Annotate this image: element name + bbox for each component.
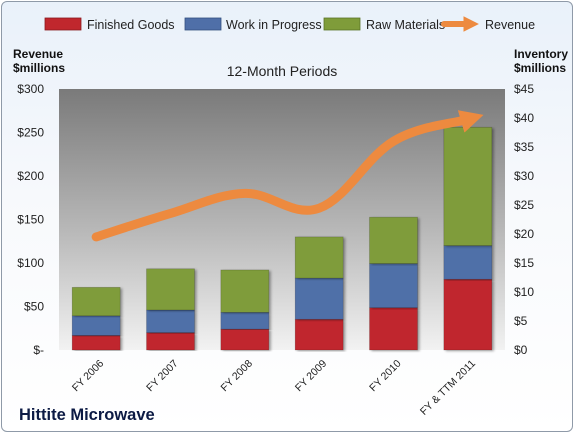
- bar-work-in-progress: [71, 315, 121, 336]
- left-tick-label: $100: [17, 256, 44, 270]
- category-label: FY & TTM 2011: [418, 358, 478, 418]
- left-tick-label: $150: [17, 213, 44, 227]
- left-axis-title-line2: $millions: [13, 61, 65, 75]
- bar-raw-materials: [294, 236, 344, 279]
- bar-raw-materials: [220, 269, 270, 313]
- legend-item-finished-goods: Finished Goods: [44, 17, 175, 32]
- legend-swatch-raw-materials: [323, 17, 361, 31]
- legend-label-raw-materials: Raw Materials: [366, 18, 445, 32]
- legend-item-revenue: Revenue: [441, 16, 535, 32]
- bar-work-in-progress: [443, 245, 493, 280]
- left-axis-ticks: $- $50 $100 $150 $200 $250 $300: [17, 82, 44, 357]
- category-label: FY 2010: [367, 358, 404, 395]
- company-name: Hittite Microwave: [19, 406, 155, 424]
- category-label: FY 2006: [70, 358, 107, 395]
- left-tick-label: $300: [17, 82, 44, 96]
- right-tick-label: $35: [514, 140, 534, 154]
- right-tick-label: $40: [514, 111, 534, 125]
- chart-title: 12-Month Periods: [227, 63, 338, 79]
- bar-finished-goods: [71, 335, 121, 351]
- bar-finished-goods: [294, 318, 344, 351]
- right-tick-label: $10: [514, 285, 534, 299]
- legend-swatch-work-in-progress: [184, 17, 222, 31]
- revenue-line: [91, 110, 484, 242]
- right-tick-label: $15: [514, 256, 534, 270]
- right-tick-label: $25: [514, 198, 534, 212]
- bar-raw-materials: [443, 126, 493, 246]
- right-axis-title-line2: $millions: [514, 61, 566, 75]
- legend-label-work-in-progress: Work in Progress: [226, 18, 322, 32]
- right-tick-label: $20: [514, 227, 534, 241]
- bar-work-in-progress: [294, 277, 344, 320]
- right-axis-ticks: $0 $5 $10 $15 $20 $25 $30 $35 $40 $45: [514, 82, 534, 357]
- bar-finished-goods: [146, 332, 195, 351]
- left-tick-label: $250: [17, 126, 44, 140]
- bars: [71, 126, 493, 351]
- plot-area: [59, 89, 505, 350]
- legend-item-raw-materials: Raw Materials: [323, 17, 445, 32]
- legend-swatch-finished-goods: [44, 17, 82, 31]
- bar-finished-goods: [220, 328, 270, 351]
- bar-raw-materials: [71, 287, 121, 317]
- legend-item-work-in-progress: Work in Progress: [184, 17, 322, 32]
- legend: Finished Goods Work in Progress Raw Mate…: [44, 16, 535, 32]
- left-axis-title-line1: Revenue: [13, 47, 63, 61]
- left-tick-label: $50: [24, 300, 44, 314]
- left-tick-label: $200: [17, 169, 44, 183]
- bar-raw-materials: [369, 216, 418, 264]
- bar-work-in-progress: [146, 309, 195, 333]
- bar-work-in-progress: [369, 263, 418, 308]
- category-label: FY 2007: [144, 358, 181, 395]
- right-axis-title-line1: Inventory: [514, 47, 568, 61]
- left-tick-label: $-: [33, 343, 44, 357]
- bar-finished-goods: [443, 278, 493, 351]
- bar-work-in-progress: [220, 311, 270, 330]
- bar-finished-goods: [369, 307, 418, 351]
- revenue-layer: [91, 110, 484, 242]
- right-tick-label: $45: [514, 82, 534, 96]
- category-label: FY 2008: [219, 358, 256, 395]
- legend-label-revenue: Revenue: [485, 18, 535, 32]
- bar-raw-materials: [146, 268, 195, 311]
- right-tick-label: $0: [514, 343, 528, 357]
- legend-label-finished-goods: Finished Goods: [87, 18, 175, 32]
- category-label: FY 2009: [293, 358, 330, 395]
- right-tick-label: $30: [514, 169, 534, 183]
- right-tick-label: $5: [514, 314, 528, 328]
